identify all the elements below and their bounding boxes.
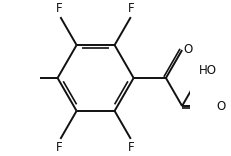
Text: F: F	[56, 141, 63, 154]
Text: F: F	[56, 2, 63, 15]
Text: O: O	[184, 43, 193, 56]
Text: O: O	[216, 100, 225, 113]
Text: F: F	[128, 2, 135, 15]
Text: HO: HO	[199, 63, 217, 76]
Text: F: F	[128, 141, 135, 154]
